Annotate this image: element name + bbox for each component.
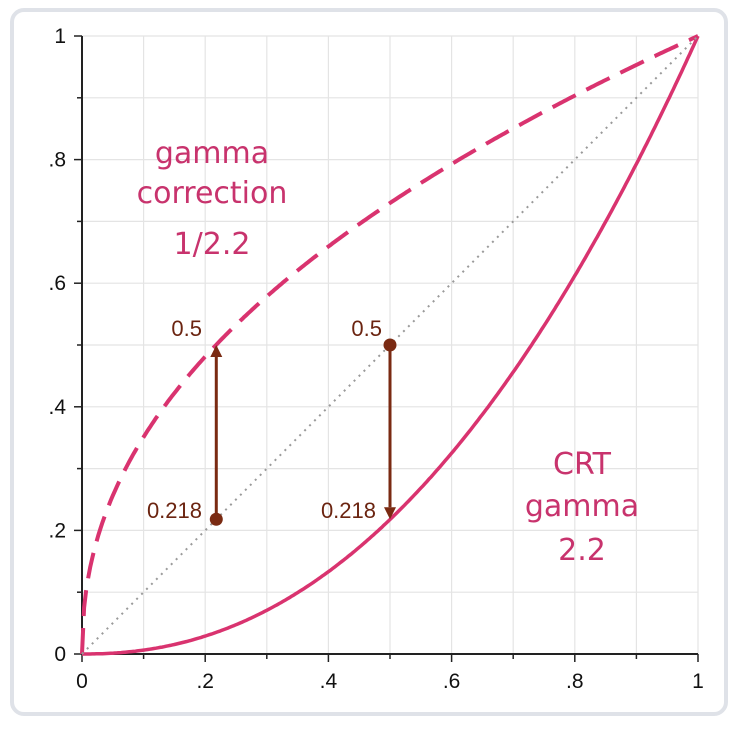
annotation-crt-line2: gamma	[525, 489, 639, 524]
x-tick-label: 0	[76, 670, 88, 693]
point-2	[383, 338, 397, 352]
point2-label: 0.5	[351, 316, 382, 341]
annotation-crt-line1: CRT	[553, 447, 612, 482]
y-tick-label: .6	[48, 272, 66, 295]
y-tick-label: 1	[54, 25, 66, 48]
x-tick-label: 1	[692, 670, 704, 693]
x-tick-label: .2	[196, 670, 214, 693]
annotation-correction-line3: 1/2.2	[174, 227, 251, 262]
point-1	[209, 512, 223, 526]
annotation-correction-line2: correction	[137, 176, 288, 211]
arrow-1-head	[210, 345, 223, 357]
arrow-2-head	[384, 507, 396, 520]
x-tick-label: .6	[443, 670, 461, 693]
annotation-crt-line3: 2.2	[558, 533, 606, 568]
arrow1-top-label: 0.5	[171, 316, 202, 341]
y-tick-label: 0	[54, 643, 66, 666]
point1-label: 0.218	[147, 498, 202, 523]
series-correction	[80, 34, 699, 655]
x-tick-label: .8	[566, 670, 584, 693]
x-tick-label: .4	[320, 670, 338, 693]
y-tick-label: .8	[48, 149, 66, 172]
chart-frame	[10, 8, 728, 716]
arrow2-bottom-label: 0.218	[321, 498, 376, 523]
markers-layer	[209, 338, 397, 526]
annotation-correction-line1: gamma	[155, 136, 269, 171]
y-tick-label: .2	[48, 519, 66, 542]
series-layer	[80, 34, 700, 656]
axes: 0 .2 .4 .6 .8 1 0 .2 .4 .6 .8 1	[48, 25, 703, 693]
series-crt	[82, 35, 700, 656]
y-tick-label: .4	[48, 396, 66, 419]
